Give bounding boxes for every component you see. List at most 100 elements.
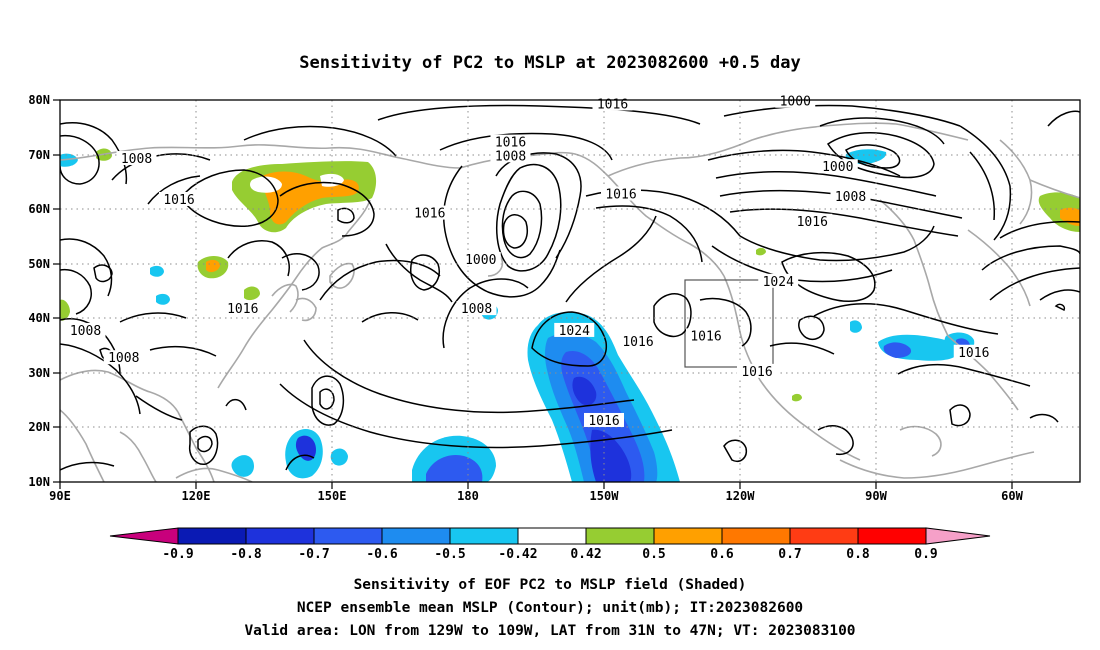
colorbar-segment: [177, 527, 247, 545]
chart-title: Sensitivity of PC2 to MSLP at 2023082600…: [299, 53, 801, 73]
contour-label: 1016: [741, 365, 772, 380]
lon-label: 180: [457, 489, 479, 503]
contour-label-bg: [159, 191, 199, 206]
lat-label: 70N: [28, 148, 50, 162]
contour-label-bg: [792, 213, 833, 228]
lon-label: 150E: [318, 489, 347, 503]
colorbar-label: -0.5: [434, 547, 465, 562]
contour-label-bg: [554, 322, 595, 337]
contour-label: 1016: [605, 188, 636, 203]
negative-sensitivity-region: [572, 376, 597, 406]
latitude-labels: 80N 70N 60N 50N 40N 30N 20N 10N: [28, 93, 50, 489]
negative-sensitivity-region: [150, 265, 164, 277]
positive-sensitivity-region: [206, 259, 220, 273]
negative-sensitivity-region: [590, 429, 632, 482]
contour-label-bg: [490, 148, 531, 163]
contour-label: 1016: [622, 335, 653, 350]
contour-label-bg: [775, 93, 816, 108]
negative-sensitivity-region: [330, 448, 348, 466]
contour-label: 1016: [495, 136, 526, 151]
colorbar-segment: [313, 527, 383, 545]
lon-label: 120E: [182, 489, 211, 503]
contour-label-bg: [65, 322, 106, 337]
contour-label-bg: [222, 301, 263, 316]
lon-label: 120W: [726, 489, 756, 503]
colorbar-label: -0.6: [366, 547, 397, 562]
contour-label-bg: [490, 134, 531, 149]
contour-label: 1016: [597, 97, 628, 112]
colorbar-segment: [585, 527, 655, 545]
contour-label: 1016: [588, 414, 619, 429]
colorbar-label: 0.9: [914, 547, 937, 562]
positive-sensitivity-region: [792, 393, 802, 402]
caption-line-1: Sensitivity of EOF PC2 to MSLP field (Sh…: [354, 577, 747, 593]
colorbar-segment: [245, 527, 315, 545]
contour-label-bg: [116, 151, 157, 166]
colorbar-segment: [449, 527, 519, 545]
lat-label: 10N: [28, 475, 50, 489]
caption-line-2: NCEP ensemble mean MSLP (Contour); unit(…: [297, 600, 803, 616]
lon-label: 90W: [865, 489, 887, 503]
colorbar-label: 0.8: [846, 547, 870, 562]
contour-label: 1008: [70, 324, 101, 339]
contour-label-bg: [460, 251, 501, 266]
colorbar-segment: [789, 527, 859, 545]
longitude-labels: 90E 120E 150E 180 150W 120W 90W 60W: [49, 489, 1023, 503]
caption-line-3: Valid area: LON from 129W to 109W, LAT f…: [244, 623, 855, 639]
negative-sensitivity-region: [156, 293, 170, 305]
contour-label-bg: [103, 350, 144, 365]
lat-label: 60N: [28, 202, 50, 216]
contour-label-bg: [953, 344, 994, 359]
contour-label-bg: [584, 412, 624, 427]
lon-label: 150W: [590, 489, 620, 503]
colorbar-label: -0.9: [162, 547, 193, 562]
contour-label-bg: [456, 301, 497, 316]
positive-sensitivity-region: [244, 286, 260, 301]
negative-sensitivity-region: [883, 342, 912, 358]
colorbar-low-extension: [109, 527, 179, 545]
positive-sensitivity-region: [756, 247, 766, 256]
contour-label: 1024: [559, 324, 590, 339]
colorbar-label: 0.7: [778, 547, 801, 562]
contour-label-bg: [686, 328, 726, 343]
contour-label: 1016: [414, 207, 445, 222]
contour-label-bg: [817, 159, 858, 174]
contour-label: 1008: [121, 152, 152, 167]
map-frame: [59, 99, 1081, 483]
contour-label: 1016: [958, 346, 989, 361]
contour-label: 1000: [822, 160, 853, 175]
map-panel: 1016 1000 1016 1008 1008 1000 1016 1016 1008 1016…: [28, 93, 1081, 503]
contour-label: 1008: [108, 351, 139, 366]
lat-label: 30N: [28, 366, 50, 380]
colorbar-segment: [721, 527, 791, 545]
contour-labels: 1016 1000 1016 1008 1008 1000 1016 1016 1008 1016…: [65, 93, 994, 429]
contour-label: 1016: [690, 329, 721, 344]
contour-label: 1008: [461, 302, 492, 317]
contour-label: 1000: [465, 253, 496, 268]
colorbar-segment: [517, 527, 587, 545]
contour-label: 1016: [797, 215, 828, 230]
colorbar-segment: [653, 527, 723, 545]
mslp-contours: [60, 104, 1080, 471]
colorbar-high-extension: [925, 527, 991, 545]
negative-sensitivity-region: [850, 320, 862, 333]
colorbar-label: -0.42: [498, 547, 537, 562]
coastlines: [60, 122, 1080, 482]
colorbar-label: 0.5: [642, 547, 665, 562]
lat-label: 20N: [28, 420, 50, 434]
contour-label-bg: [830, 189, 871, 204]
contour-label-bg: [601, 186, 641, 201]
colorbar-segment: [381, 527, 451, 545]
negative-sensitivity-region: [231, 455, 254, 477]
colorbar-label: 0.6: [710, 547, 734, 562]
contour-label: 1008: [835, 190, 866, 205]
valid-area-box: [684, 279, 774, 368]
contour-label-bg: [758, 273, 799, 288]
colorbar-label: -0.7: [298, 547, 329, 562]
colorbar-segment: [857, 527, 927, 545]
lon-label: 60W: [1001, 489, 1023, 503]
lat-label: 80N: [28, 93, 50, 107]
contour-label: 1024: [763, 275, 794, 290]
negative-sensitivity-region: [60, 153, 78, 167]
contour-label: 1016: [163, 193, 194, 208]
